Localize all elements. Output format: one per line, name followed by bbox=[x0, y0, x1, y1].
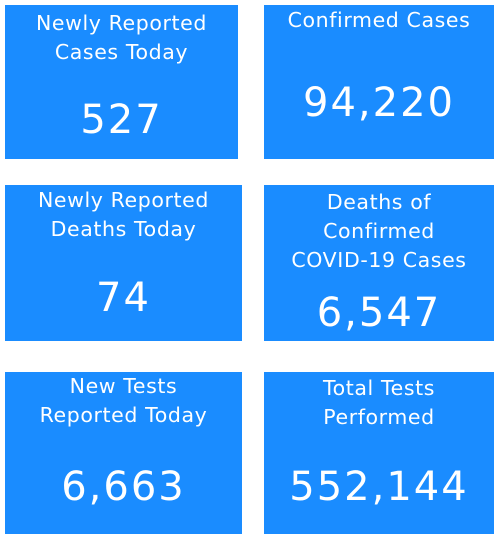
stat-label: Confirmed Cases bbox=[287, 8, 471, 32]
stat-tile-confirmed-deaths: Deaths of Confirmed COVID-19 Cases 6,547 bbox=[264, 185, 494, 341]
stat-tile-new-tests: New Tests Reported Today 6,663 bbox=[5, 372, 242, 534]
stat-label: Deaths of Confirmed COVID-19 Cases bbox=[291, 190, 467, 272]
stat-value: 94,220 bbox=[303, 80, 455, 126]
stat-value: 6,663 bbox=[61, 464, 186, 510]
stat-tile-newly-reported-deaths: Newly Reported Deaths Today 74 bbox=[5, 185, 242, 341]
stat-value: 6,547 bbox=[316, 290, 442, 336]
stat-label: Newly Reported Cases Today bbox=[35, 11, 208, 64]
stat-label: New Tests Reported Today bbox=[39, 374, 208, 427]
stat-tile-total-tests: Total Tests Performed 552,144 bbox=[264, 372, 494, 534]
stat-label: Total Tests Performed bbox=[322, 376, 436, 429]
stat-value: 74 bbox=[96, 275, 151, 321]
stat-value: 527 bbox=[80, 97, 163, 143]
stat-tile-newly-reported-cases: Newly Reported Cases Today 527 bbox=[5, 5, 238, 159]
stat-value: 552,144 bbox=[289, 464, 469, 510]
stat-tile-confirmed-cases: Confirmed Cases 94,220 bbox=[264, 5, 494, 159]
stat-label: Newly Reported Deaths Today bbox=[37, 188, 210, 241]
